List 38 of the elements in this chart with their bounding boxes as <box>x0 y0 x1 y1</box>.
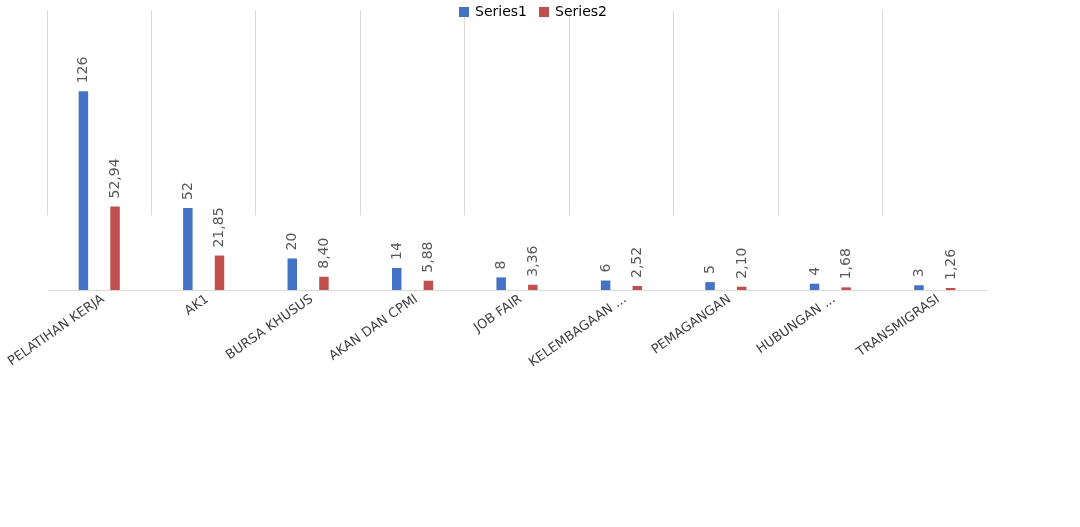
bar <box>600 280 611 290</box>
bar <box>632 286 643 290</box>
data-label: 52 <box>178 182 195 200</box>
x-tick-label: AK1 <box>181 290 212 318</box>
data-label: 1,68 <box>837 248 854 280</box>
data-label: 3 <box>909 268 926 278</box>
bar <box>214 255 225 290</box>
bar <box>391 267 402 290</box>
bar <box>809 283 820 290</box>
bar <box>841 287 851 290</box>
data-label: 20 <box>283 232 300 251</box>
bar <box>287 258 298 290</box>
data-label: 21,85 <box>210 207 227 248</box>
bar <box>319 276 329 290</box>
data-label: 5 <box>701 265 718 275</box>
data-label: 2,10 <box>732 247 749 279</box>
legend-label: Series1 <box>475 3 527 19</box>
data-label: 2,52 <box>628 246 645 279</box>
bar <box>183 208 193 290</box>
data-label: 6 <box>596 263 613 273</box>
data-label: 5,88 <box>419 241 436 273</box>
bar <box>914 285 924 290</box>
bar <box>78 91 89 290</box>
legend-label: Series2 <box>555 3 607 19</box>
bar <box>110 206 120 290</box>
data-label: 126 <box>74 56 91 84</box>
x-tick-label: JOB FAIR <box>469 290 525 336</box>
bar <box>423 280 434 290</box>
bar <box>496 277 506 290</box>
data-label: 3,36 <box>523 245 540 277</box>
data-label: 8 <box>492 260 509 270</box>
data-label: 4 <box>805 266 822 276</box>
data-label: 52,94 <box>106 158 123 199</box>
bar <box>705 282 715 290</box>
data-label: 8,40 <box>314 237 331 269</box>
bar <box>528 284 538 290</box>
data-label: 14 <box>387 242 404 260</box>
data-label: 1,26 <box>941 248 958 281</box>
